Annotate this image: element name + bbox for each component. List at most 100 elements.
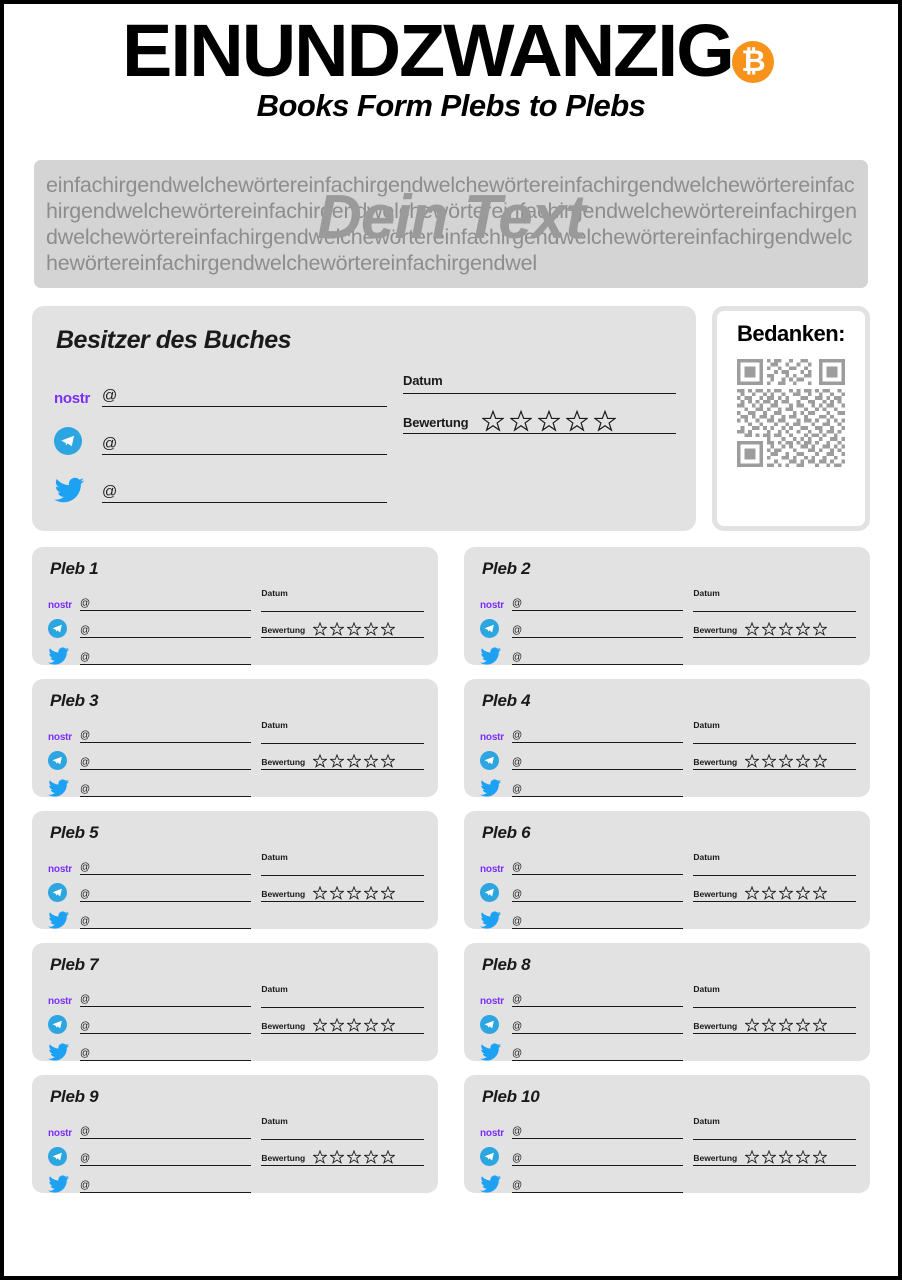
pleb-twitter-row[interactable]: @ xyxy=(480,905,684,929)
star-icon[interactable] xyxy=(762,622,777,636)
star-icon[interactable] xyxy=(482,410,505,432)
star-icon[interactable] xyxy=(796,754,811,768)
pleb-rating-field[interactable]: Bewertung xyxy=(261,622,424,638)
pleb-telegram-row[interactable]: @ xyxy=(480,878,684,902)
pleb-twitter-row[interactable]: @ xyxy=(48,773,252,797)
star-icon[interactable] xyxy=(347,622,362,636)
pleb-rating-field[interactable]: Bewertung xyxy=(261,754,424,770)
pleb-nostr-input[interactable]: @ xyxy=(80,730,252,743)
star-icon[interactable] xyxy=(813,1150,828,1164)
pleb-rating-field[interactable]: Bewertung xyxy=(693,1150,856,1166)
star-icon[interactable] xyxy=(381,754,396,768)
star-icon[interactable] xyxy=(364,622,379,636)
star-icon[interactable] xyxy=(364,886,379,900)
pleb-rating-field[interactable]: Bewertung xyxy=(261,1018,424,1034)
pleb-twitter-row[interactable]: @ xyxy=(48,905,252,929)
star-icon[interactable] xyxy=(347,1018,362,1032)
star-icon[interactable] xyxy=(364,1150,379,1164)
star-icon[interactable] xyxy=(762,1150,777,1164)
pleb-telegram-input[interactable]: @ xyxy=(80,1021,252,1034)
pleb-telegram-input[interactable]: @ xyxy=(512,1153,684,1166)
pleb-twitter-input[interactable]: @ xyxy=(80,1048,252,1061)
pleb-date-field[interactable]: Datum . xyxy=(261,588,424,612)
pleb-twitter-row[interactable]: @ xyxy=(48,1169,252,1193)
star-icon[interactable] xyxy=(762,1018,777,1032)
pleb-rating-stars[interactable] xyxy=(745,754,828,768)
pleb-nostr-row[interactable]: nostr @ xyxy=(480,1115,684,1139)
pleb-rating-field[interactable]: Bewertung xyxy=(693,622,856,638)
pleb-date-field[interactable]: Datum . xyxy=(261,984,424,1008)
pleb-telegram-input[interactable]: @ xyxy=(80,1153,252,1166)
star-icon[interactable] xyxy=(313,622,328,636)
star-icon[interactable] xyxy=(779,1018,794,1032)
pleb-rating-stars[interactable] xyxy=(313,1150,396,1164)
star-icon[interactable] xyxy=(347,1150,362,1164)
star-icon[interactable] xyxy=(381,1018,396,1032)
star-icon[interactable] xyxy=(779,886,794,900)
star-icon[interactable] xyxy=(779,754,794,768)
star-icon[interactable] xyxy=(745,886,760,900)
pleb-rating-stars[interactable] xyxy=(313,622,396,636)
pleb-nostr-input[interactable]: @ xyxy=(512,862,684,875)
pleb-date-field[interactable]: Datum . xyxy=(261,852,424,876)
pleb-telegram-input[interactable]: @ xyxy=(512,1021,684,1034)
pleb-twitter-row[interactable]: @ xyxy=(48,1037,252,1061)
pleb-nostr-input[interactable]: @ xyxy=(512,1126,684,1139)
pleb-twitter-row[interactable]: @ xyxy=(480,641,684,665)
pleb-twitter-row[interactable]: @ xyxy=(480,773,684,797)
star-icon[interactable] xyxy=(796,886,811,900)
pleb-nostr-row[interactable]: nostr @ xyxy=(480,851,684,875)
owner-nostr-row[interactable]: nostr @ xyxy=(54,371,388,407)
star-icon[interactable] xyxy=(813,886,828,900)
pleb-rating-field[interactable]: Bewertung xyxy=(261,886,424,902)
pleb-nostr-row[interactable]: nostr @ xyxy=(48,1115,252,1139)
pleb-date-field[interactable]: Datum . xyxy=(693,1116,856,1140)
owner-rating-stars[interactable] xyxy=(482,410,676,432)
star-icon[interactable] xyxy=(745,1150,760,1164)
pleb-twitter-row[interactable]: @ xyxy=(48,641,252,665)
star-icon[interactable] xyxy=(813,1018,828,1032)
star-icon[interactable] xyxy=(330,1018,345,1032)
pleb-nostr-input[interactable]: @ xyxy=(80,1126,252,1139)
owner-twitter-input[interactable]: @ xyxy=(102,483,388,503)
star-icon[interactable] xyxy=(313,754,328,768)
star-icon[interactable] xyxy=(538,410,561,432)
owner-twitter-row[interactable]: @ xyxy=(54,467,388,503)
pleb-rating-stars[interactable] xyxy=(313,1018,396,1032)
star-icon[interactable] xyxy=(347,754,362,768)
star-icon[interactable] xyxy=(745,622,760,636)
star-icon[interactable] xyxy=(566,410,589,432)
pleb-twitter-input[interactable]: @ xyxy=(512,652,684,665)
pleb-date-field[interactable]: Datum . xyxy=(261,720,424,744)
pleb-nostr-input[interactable]: @ xyxy=(512,994,684,1007)
star-icon[interactable] xyxy=(796,622,811,636)
pleb-rating-stars[interactable] xyxy=(745,1018,828,1032)
star-icon[interactable] xyxy=(594,410,617,432)
pleb-nostr-input[interactable]: @ xyxy=(512,730,684,743)
pleb-twitter-input[interactable]: @ xyxy=(512,784,684,797)
star-icon[interactable] xyxy=(745,754,760,768)
pleb-nostr-input[interactable]: @ xyxy=(512,598,684,611)
owner-telegram-input[interactable]: @ xyxy=(102,435,388,455)
pleb-date-field[interactable]: Datum . xyxy=(693,720,856,744)
pleb-rating-stars[interactable] xyxy=(313,754,396,768)
pleb-nostr-row[interactable]: nostr @ xyxy=(48,587,252,611)
owner-nostr-input[interactable]: @ xyxy=(102,387,388,407)
star-icon[interactable] xyxy=(796,1018,811,1032)
pleb-telegram-row[interactable]: @ xyxy=(48,614,252,638)
star-icon[interactable] xyxy=(762,754,777,768)
pleb-nostr-input[interactable]: @ xyxy=(80,598,252,611)
star-icon[interactable] xyxy=(510,410,533,432)
pleb-date-field[interactable]: Datum . xyxy=(693,852,856,876)
pleb-nostr-input[interactable]: @ xyxy=(80,994,252,1007)
pleb-telegram-row[interactable]: @ xyxy=(48,878,252,902)
pleb-telegram-input[interactable]: @ xyxy=(80,625,252,638)
pleb-telegram-row[interactable]: @ xyxy=(48,746,252,770)
owner-telegram-row[interactable]: @ xyxy=(54,419,388,455)
pleb-telegram-row[interactable]: @ xyxy=(480,614,684,638)
pleb-telegram-input[interactable]: @ xyxy=(512,889,684,902)
star-icon[interactable] xyxy=(779,622,794,636)
star-icon[interactable] xyxy=(330,886,345,900)
owner-rating-field[interactable]: Bewertung xyxy=(403,410,676,434)
pleb-telegram-input[interactable]: @ xyxy=(512,757,684,770)
